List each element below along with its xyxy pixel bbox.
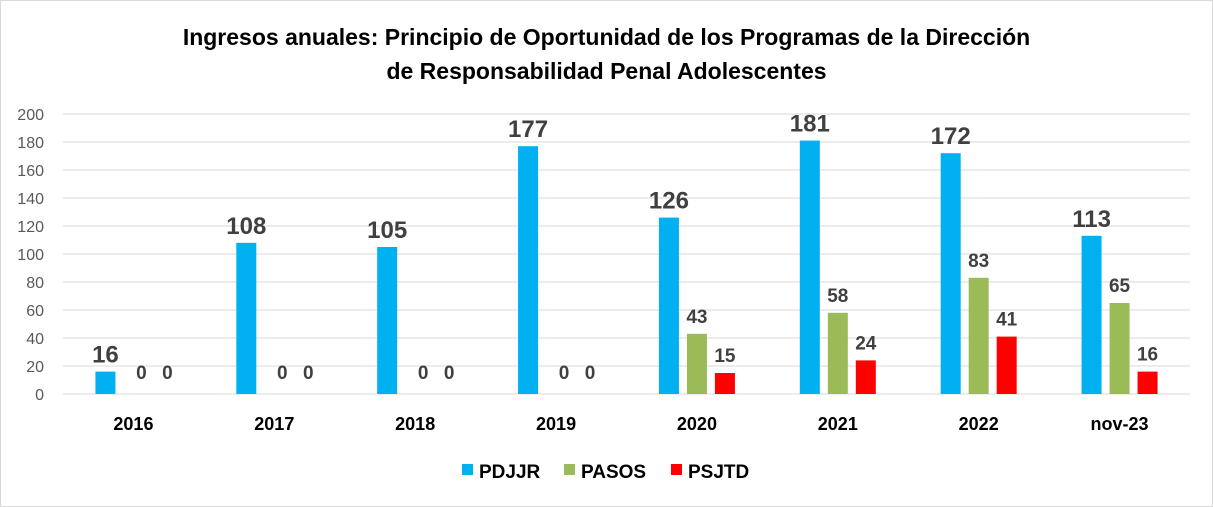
data-label: 83 xyxy=(968,251,989,272)
legend-item-pasos: PASOS xyxy=(564,462,646,483)
x-category-label: 2021 xyxy=(818,414,858,434)
data-label: 41 xyxy=(996,310,1018,331)
y-tick-label: 20 xyxy=(26,359,44,376)
y-tick-label: 140 xyxy=(17,191,44,208)
y-tick-label: 160 xyxy=(17,163,44,180)
data-label: 43 xyxy=(686,307,707,328)
legend: PDJJR PASOS PSJTD xyxy=(462,462,749,483)
y-tick-label: 100 xyxy=(17,247,44,264)
legend-swatch xyxy=(671,464,682,475)
bar-pdjjr xyxy=(1081,235,1102,394)
legend-item-pdjjr: PDJJR xyxy=(462,462,541,483)
data-label: 0 xyxy=(559,363,570,384)
y-tick-label: 60 xyxy=(26,303,44,320)
bar-pasos xyxy=(1109,303,1130,394)
bar-pdjjr xyxy=(518,146,539,394)
y-tick-label: 80 xyxy=(26,275,44,292)
bar-pdjjr xyxy=(940,153,961,394)
data-label: 177 xyxy=(508,116,548,143)
bar-psjtd xyxy=(1137,371,1158,394)
data-label: 0 xyxy=(277,363,288,384)
y-tick-label: 0 xyxy=(35,387,44,404)
data-label: 126 xyxy=(649,188,689,215)
data-label: 24 xyxy=(855,333,877,354)
data-label: 0 xyxy=(418,363,429,384)
gridlines xyxy=(63,113,1190,395)
data-label: 15 xyxy=(714,346,736,367)
y-tick-label: 120 xyxy=(17,219,44,236)
bar-pasos xyxy=(686,333,707,394)
data-label: 0 xyxy=(585,363,596,384)
data-label: 65 xyxy=(1109,276,1131,297)
bar-pasos xyxy=(968,277,989,394)
data-label: 0 xyxy=(303,363,314,384)
data-label: 0 xyxy=(136,363,147,384)
x-category-label: 2018 xyxy=(395,414,435,434)
data-label: 108 xyxy=(226,213,266,240)
data-label: 172 xyxy=(931,123,971,150)
bar-psjtd xyxy=(855,360,876,394)
x-axis-categories: 2016 2017 2018 2019 2020 2021 2022 nov-23 xyxy=(113,414,1148,434)
bar-pdjjr xyxy=(658,217,679,394)
data-label: 16 xyxy=(1137,345,1158,366)
legend-label: PDJJR xyxy=(479,462,541,483)
y-tick-label: 180 xyxy=(17,135,44,152)
chart-title-line-2: de Responsabilidad Penal Adolescentes xyxy=(386,58,827,84)
bar-pasos xyxy=(827,312,848,394)
legend-label: PSJTD xyxy=(688,462,749,483)
bar-pdjjr xyxy=(377,247,398,394)
y-axis-ticks: 0 20 40 60 80 100 120 140 160 180 200 xyxy=(17,107,44,404)
y-tick-label: 200 xyxy=(17,107,44,124)
data-label: 0 xyxy=(162,363,173,384)
x-category-label: 2016 xyxy=(113,414,153,434)
legend-label: PASOS xyxy=(581,462,646,483)
x-category-label: 2017 xyxy=(254,414,294,434)
data-label: 105 xyxy=(367,217,407,244)
x-category-label: 2022 xyxy=(959,414,999,434)
x-category-label: 2020 xyxy=(677,414,717,434)
legend-swatch xyxy=(564,464,575,475)
bars xyxy=(95,140,1158,394)
x-category-label: 2019 xyxy=(536,414,576,434)
legend-swatch xyxy=(462,464,473,475)
chart-title: Ingresos anuales: Principio de Oportunid… xyxy=(0,20,1213,88)
x-category-label: nov-23 xyxy=(1091,414,1149,434)
data-label: 58 xyxy=(827,286,848,307)
data-label: 113 xyxy=(1072,206,1111,233)
legend-item-psjtd: PSJTD xyxy=(671,462,749,483)
bar-pdjjr xyxy=(799,140,820,394)
bar-pdjjr xyxy=(95,371,116,394)
bar-psjtd xyxy=(714,373,735,394)
bar-pdjjr xyxy=(236,242,257,394)
chart-title-line-1: Ingresos anuales: Principio de Oportunid… xyxy=(182,24,1031,50)
y-tick-label: 40 xyxy=(26,331,44,348)
data-label: 0 xyxy=(444,363,455,384)
bar-psjtd xyxy=(996,336,1017,394)
data-label: 16 xyxy=(92,342,119,369)
data-label: 181 xyxy=(790,111,830,138)
